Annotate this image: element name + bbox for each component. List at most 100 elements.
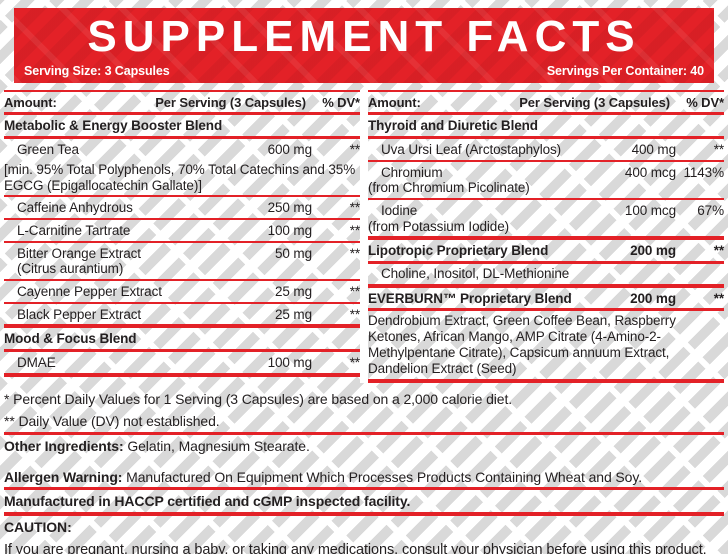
dv-value: 1143% [683,164,724,180]
red-rule [4,195,360,198]
red-rule [4,324,360,329]
red-rule [368,308,724,312]
ingredient-name: Black Pepper Extract [4,307,240,323]
red-rule [4,90,360,93]
ingredient-name-line: Cayenne Pepper Extract [17,284,162,300]
dv-value: ** [713,290,724,306]
dv-footnote: * Percent Daily Values for 1 Serving (3 … [4,391,513,408]
column-divider [360,90,368,384]
ingredient-name-line: Chromium [381,164,443,180]
per-serving-header: Per Serving (3 Capsules) [519,95,670,111]
ingredient-name-line: Iodine [381,202,418,218]
ingredient-name: Uva Ursi Leaf (Arctostaphylos) [368,142,604,158]
amount-value: 50 mg [274,245,312,261]
blend-name: Metabolic & Energy Booster Blend [4,118,223,134]
ingredient-name: DMAE [4,355,240,371]
header-banner: SUPPLEMENT FACTS Serving Size: 3 Capsule… [14,8,714,83]
red-rule [4,487,724,491]
caution-text: If you are pregnant, nursing a baby, or … [4,541,707,554]
footnotes: * Percent Daily Values for 1 Serving (3 … [4,388,724,554]
ingredient-row: Chromium (from Chromium Picolinate) 400 mc… [368,162,724,198]
allergen-warning-value: Manufactured On Equipment Which Processe… [122,468,642,485]
amount-value: 600 mg [267,141,313,157]
facts-table: Amount: Per Serving (3 Capsules) % DV* M… [4,90,724,384]
ingredient-name: Cayenne Pepper Extract [4,284,240,300]
red-rule [4,112,360,116]
ingredient-name-line: Uva Ursi Leaf (Arctostaphylos) [381,141,562,157]
caution-label: CAUTION: [4,519,72,536]
red-rule [368,236,724,241]
ingredient-name-line: Bitter Orange Extract [17,245,141,261]
ingredient-row: Bitter Orange Extract (Citrus aurantium) 5… [4,243,360,279]
red-rule [368,283,724,288]
red-rule [4,372,360,377]
facts-column-left: Amount: Per Serving (3 Capsules) % DV* M… [4,90,360,383]
ingredient-name-line: Green Tea [17,141,79,157]
amount-value: 250 mg [267,200,313,216]
dv-value: ** [349,141,360,157]
column-header-row: Amount: Per Serving (3 Capsules) % DV* [4,92,360,112]
red-rule [368,135,724,139]
dv-value: ** [713,141,724,157]
red-rule [368,159,724,162]
ingredient-row: Caffeine Anhydrous 250 mg ** [4,197,360,218]
blend-name: Thyroid and Diuretic Blend [368,118,538,134]
amount-value: 100 mg [267,223,313,239]
ingredient-note: [min. 95% Total Polyphenols, 70% Total C… [4,161,356,193]
blend-section-row: EVERBURN™ Proprietary Blend 200 mg ** [368,288,724,309]
manufactured-note: Manufactured in HACCP certified and cGMP… [4,493,411,510]
page-title: SUPPLEMENT FACTS [87,12,641,61]
dv-not-established-footnote: ** Daily Value (DV) not established. [4,412,220,429]
dv-value: ** [349,223,360,239]
other-ingredients-value: Gelatin, Magnesium Stearate. [123,437,310,454]
blend-section-row: Mood & Focus Blend [4,328,360,349]
amount-header: Amount: [4,95,57,111]
red-rule [4,431,724,435]
amount-value: 400 mg [631,141,677,157]
ingredient-note: Dendrobium Extract, Green Coffee Bean, R… [368,313,676,377]
ingredient-sub-line: (from Chromium Picolinate) [368,180,530,196]
allergen-warning-label: Allergen Warning: [4,468,123,485]
other-ingredients: Other Ingredients: Gelatin, Magnesium St… [4,435,724,457]
ingredient-name-line: Caffeine Anhydrous [17,200,133,216]
red-rule [4,240,360,243]
amount-value: 200 mg [630,243,676,259]
red-rule [4,218,360,221]
servings-per-container: Servings Per Container: 40 [546,64,704,79]
red-rule [4,512,724,517]
ingredient-name: Chromium (from Chromium Picolinate) [368,165,604,196]
dv-header: % DV* [686,95,724,111]
red-rule [368,112,724,116]
blend-name: EVERBURN™ Proprietary Blend [368,290,572,306]
serving-size: Serving Size: 3 Capsules [24,64,170,79]
blend-name: Lipotropic Proprietary Blend [368,243,549,259]
red-rule [4,349,360,353]
dv-value: ** [349,245,360,261]
ingredient-row: DMAE 100 mg ** [4,352,360,373]
ingredient-sub-line: (Citrus aurantium) [17,261,124,277]
dv-value: ** [713,243,724,259]
blend-name: Mood & Focus Blend [4,331,137,347]
ingredient-name: L-Carnitine Tartrate [4,223,240,239]
amount-value: 100 mg [267,355,313,371]
ingredient-row: Black Pepper Extract 25 mg ** [4,304,360,325]
amount-value: 25 mg [274,306,312,322]
ingredient-row: Cayenne Pepper Extract 25 mg ** [4,281,360,302]
amount-value: 100 mcg [624,202,676,218]
ingredient-sub-line: (from Potassium Iodide) [368,218,509,234]
amount-value: 25 mg [274,284,312,300]
red-rule [368,197,724,200]
other-ingredients-label: Other Ingredients: [4,437,124,454]
ingredient-row: Uva Ursi Leaf (Arctostaphylos) 400 mg ** [368,139,724,160]
blend-section-row: Metabolic & Energy Booster Blend [4,115,360,136]
column-header-row: Amount: Per Serving (3 Capsules) % DV* [368,92,724,112]
ingredient-name-line: DMAE [17,355,56,371]
left-rows: Metabolic & Energy Booster Blend Green Te… [4,115,360,377]
per-serving-header: Per Serving (3 Capsules) [155,95,306,111]
right-rows: Thyroid and Diuretic Blend Uva Ursi Leaf … [368,115,724,384]
red-rule [368,260,724,264]
ingredient-row: L-Carnitine Tartrate 100 mg ** [4,220,360,241]
amount-header: Amount: [368,95,421,111]
ingredient-name-line: Black Pepper Extract [17,306,142,322]
